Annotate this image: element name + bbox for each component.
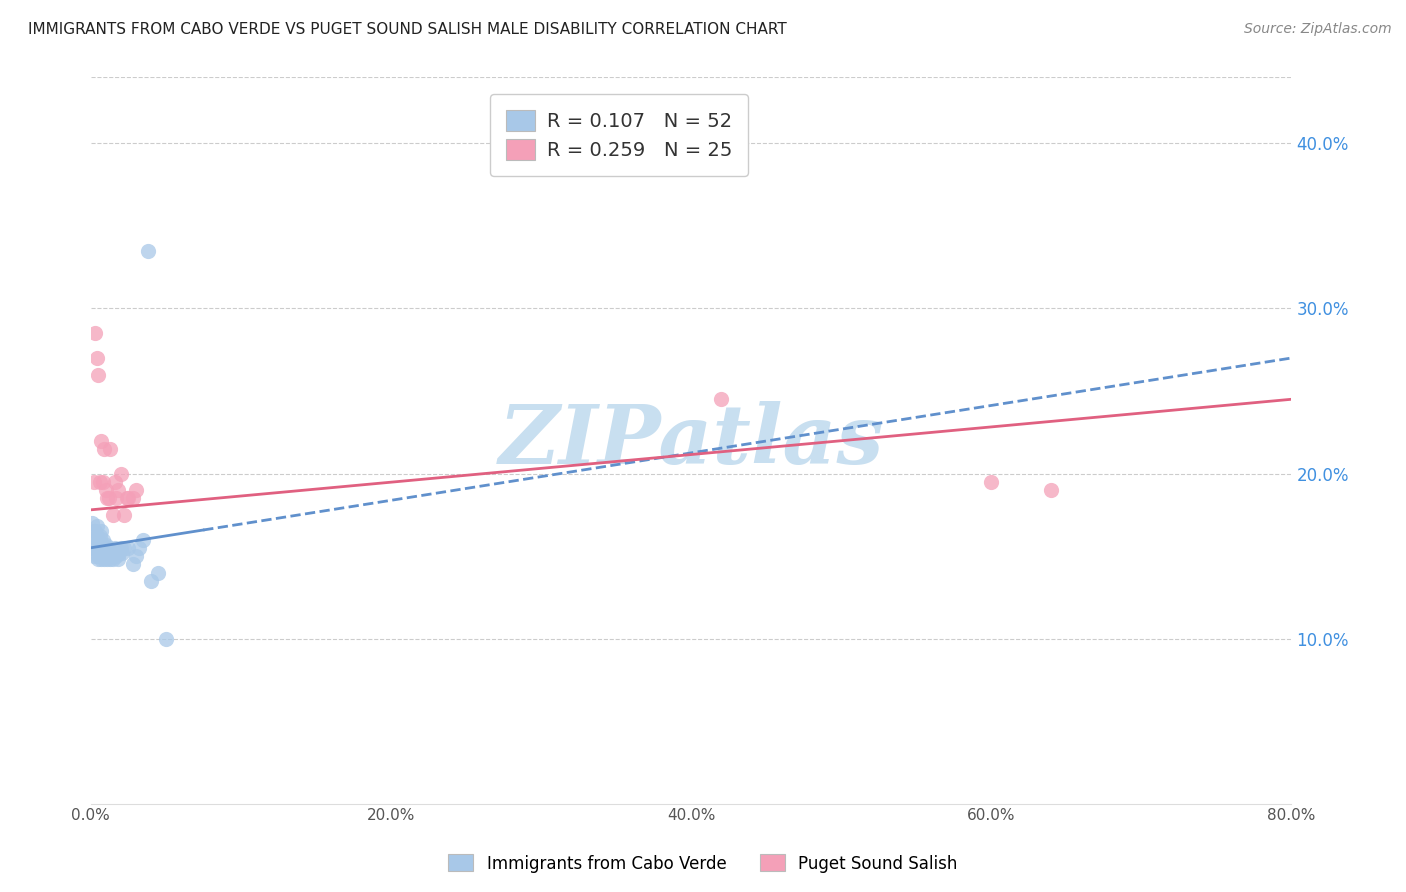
Point (117, 491, 139, 506)
Point (104, 541, 127, 555)
Point (83, 549, 105, 563)
Point (94, 546, 117, 560)
Point (1040, 483, 1063, 497)
Point (100, 549, 122, 563)
Point (97, 549, 120, 563)
Point (91, 475, 114, 489)
Point (91, 541, 114, 555)
Point (93, 544, 115, 558)
Point (105, 549, 128, 563)
Point (91, 549, 114, 563)
Point (121, 491, 143, 506)
Point (93, 442, 115, 456)
Point (84, 533, 107, 547)
Point (98, 552, 121, 566)
Point (83, 524, 105, 539)
Point (128, 541, 150, 555)
Point (117, 541, 139, 555)
Point (104, 475, 127, 489)
Point (121, 558, 143, 572)
Point (107, 552, 129, 566)
Point (107, 483, 129, 497)
Point (108, 546, 131, 560)
Point (89, 536, 111, 550)
Point (94, 483, 117, 497)
Point (87, 549, 110, 563)
Point (110, 467, 132, 481)
Point (136, 244, 159, 258)
Point (89, 546, 111, 560)
Point (105, 491, 128, 506)
Point (89, 475, 111, 489)
Legend: Immigrants from Cabo Verde, Puget Sound Salish: Immigrants from Cabo Verde, Puget Sound … (441, 847, 965, 880)
Point (98, 544, 121, 558)
Point (84, 541, 107, 555)
Point (84, 326, 107, 341)
Point (115, 491, 138, 506)
Point (101, 508, 124, 522)
Point (112, 541, 135, 555)
Point (97, 541, 120, 555)
Text: ZIPatlas: ZIPatlas (498, 401, 884, 481)
Point (710, 392, 733, 407)
Text: IMMIGRANTS FROM CABO VERDE VS PUGET SOUND SALISH MALE DISABILITY CORRELATION CHA: IMMIGRANTS FROM CABO VERDE VS PUGET SOUN… (28, 22, 787, 37)
Point (90, 524, 112, 539)
Point (980, 475, 1002, 489)
Point (94, 537, 117, 551)
Point (86, 536, 108, 550)
Point (90, 434, 112, 448)
Point (146, 566, 169, 580)
Point (90, 536, 112, 550)
Point (90, 552, 112, 566)
Point (96, 541, 118, 555)
Point (86, 529, 108, 543)
Point (90, 544, 112, 558)
Point (91, 533, 114, 547)
Point (124, 483, 146, 497)
Point (112, 508, 135, 522)
Point (139, 574, 162, 588)
Point (97, 491, 120, 506)
Point (111, 546, 134, 560)
Point (89, 529, 111, 543)
Point (87, 541, 110, 555)
Point (93, 552, 115, 566)
Point (86, 519, 108, 533)
Legend: R = 0.107   N = 52, R = 0.259   N = 25: R = 0.107 N = 52, R = 0.259 N = 25 (491, 95, 748, 176)
Point (96, 491, 118, 506)
Point (98, 442, 121, 456)
Point (101, 552, 124, 566)
Point (155, 632, 177, 646)
Point (124, 549, 146, 563)
Point (110, 541, 132, 555)
Point (89, 537, 111, 551)
Point (83, 475, 105, 489)
Point (96, 552, 118, 566)
Text: Source: ZipAtlas.com: Source: ZipAtlas.com (1244, 22, 1392, 37)
Point (87, 368, 110, 382)
Point (87, 552, 110, 566)
Point (132, 533, 155, 547)
Point (82, 516, 104, 530)
Point (84, 524, 107, 539)
Point (82, 541, 104, 555)
Point (86, 351, 108, 365)
